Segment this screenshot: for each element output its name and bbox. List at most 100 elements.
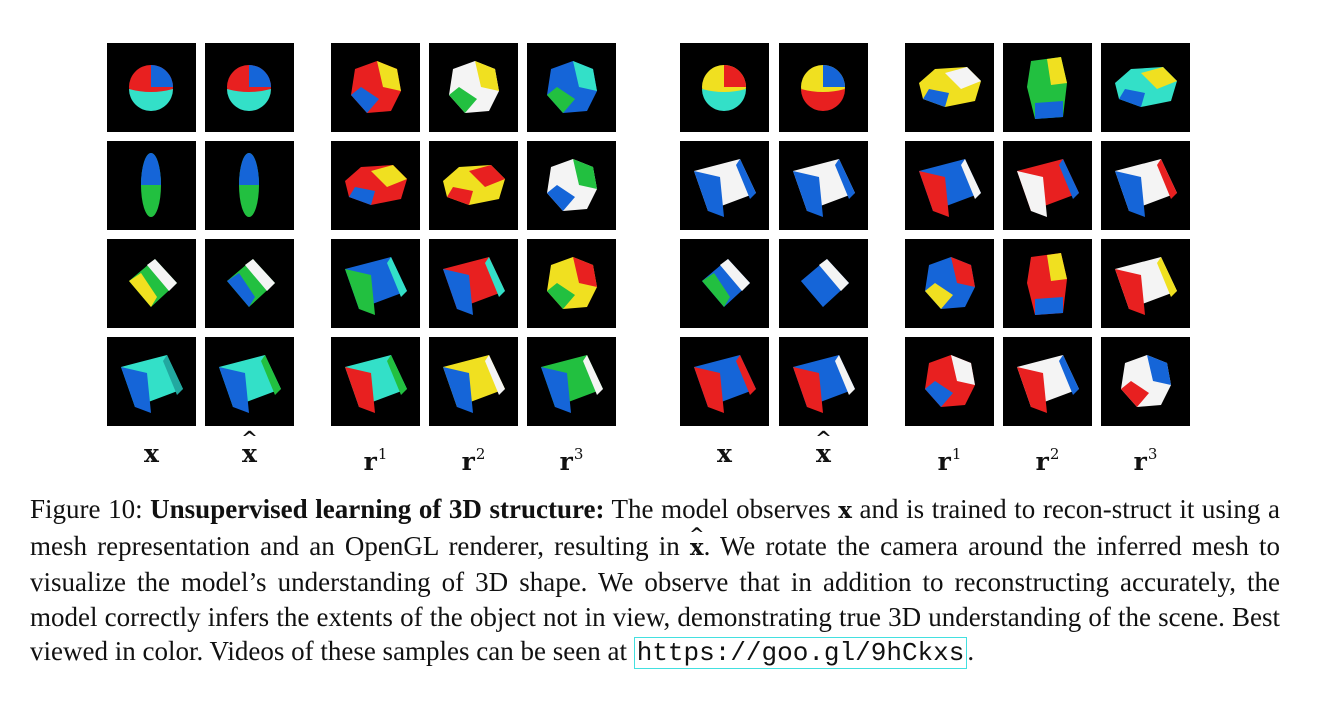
- cube-render-icon: [793, 355, 855, 413]
- column-label-symbol: x ^: [815, 426, 832, 468]
- column-label: x: [680, 440, 769, 468]
- cube-render-icon: [694, 159, 756, 217]
- wide-render-icon: [1115, 67, 1177, 107]
- blob-render-icon: [547, 61, 597, 113]
- cube-render-icon: [793, 159, 855, 217]
- render-tile: [905, 43, 994, 132]
- column-label: r3: [527, 440, 616, 476]
- caption-lead: Unsupervised learning of 3D structure:: [150, 494, 605, 524]
- render-tile: [331, 43, 420, 132]
- render-tile: [779, 43, 868, 132]
- render-tile: [107, 337, 196, 426]
- render-tile: [905, 337, 994, 426]
- render-tile: [680, 141, 769, 230]
- render-tile: [1003, 239, 1092, 328]
- column-label-superscript: 1: [951, 445, 962, 463]
- column-label-superscript: 2: [475, 445, 486, 463]
- render-tile: [1101, 141, 1190, 230]
- column-label-symbol: r: [937, 447, 951, 476]
- caption-math-xhat: x: [690, 531, 704, 566]
- render-tile: [205, 43, 294, 132]
- cube-render-icon: [1115, 159, 1177, 217]
- render-tile: [1003, 43, 1092, 132]
- ellipse-render-icon: [239, 153, 259, 217]
- render-tile: [331, 337, 420, 426]
- cylinder-render-icon: [801, 259, 849, 307]
- render-tile: [107, 43, 196, 132]
- cube-render-icon: [121, 355, 183, 413]
- wide-render-icon: [443, 165, 505, 205]
- column-label-symbol: x: [144, 439, 159, 468]
- sphere-render-icon: [129, 65, 173, 111]
- blob-render-icon: [547, 159, 597, 211]
- column-label-symbol: r: [1133, 447, 1147, 476]
- column-label: r1: [905, 440, 994, 476]
- column-label-symbol: r: [559, 447, 573, 476]
- render-tile: [527, 239, 616, 328]
- sphere-render-icon: [227, 65, 271, 111]
- cube-render-icon: [1115, 257, 1177, 315]
- column-label: r2: [429, 440, 518, 476]
- sphere-render-icon: [702, 65, 746, 111]
- render-tile: [905, 239, 994, 328]
- wide-render-icon: [919, 67, 981, 107]
- tall-render-icon: [1027, 57, 1067, 119]
- cube-render-icon: [1017, 159, 1079, 217]
- column-label-superscript: 3: [1147, 445, 1158, 463]
- figure-caption: Figure 10: Unsupervised learning of 3D s…: [30, 492, 1280, 671]
- render-tile: [527, 141, 616, 230]
- cube-render-icon: [219, 355, 281, 413]
- render-tile: [331, 239, 420, 328]
- column-label: r3: [1101, 440, 1190, 476]
- render-tile: [429, 337, 518, 426]
- render-tile: [680, 239, 769, 328]
- render-tile: [779, 239, 868, 328]
- column-label-symbol: r: [363, 447, 377, 476]
- blob-render-icon: [547, 257, 597, 309]
- render-tile: [779, 141, 868, 230]
- cylinder-render-icon: [702, 259, 750, 307]
- blob-render-icon: [351, 61, 401, 113]
- caption-text-4: .: [967, 636, 975, 666]
- cube-render-icon: [345, 257, 407, 315]
- render-tile: [331, 141, 420, 230]
- cube-render-icon: [694, 355, 756, 413]
- blob-render-icon: [1121, 355, 1171, 407]
- sphere-render-icon: [801, 65, 845, 111]
- caption-figure-number: Figure 10:: [30, 494, 151, 524]
- cube-render-icon: [1017, 355, 1079, 413]
- render-tile: [527, 43, 616, 132]
- render-tile: [1101, 239, 1190, 328]
- blob-render-icon: [449, 61, 499, 113]
- render-tile: [680, 337, 769, 426]
- column-label: x ^: [205, 426, 294, 468]
- ellipse-render-icon: [141, 153, 161, 217]
- column-label-symbol: r: [461, 447, 475, 476]
- column-label-superscript: 1: [377, 445, 388, 463]
- column-label-symbol: x ^: [241, 426, 258, 468]
- column-label-symbol: x: [717, 439, 732, 468]
- cylinder-render-icon: [227, 259, 275, 307]
- blob-render-icon: [925, 257, 975, 309]
- render-tile: [107, 141, 196, 230]
- column-label: r1: [331, 440, 420, 476]
- render-tile: [905, 141, 994, 230]
- render-tile: [205, 239, 294, 328]
- render-tile: [1003, 141, 1092, 230]
- render-tile: [1101, 43, 1190, 132]
- caption-video-link[interactable]: https://goo.gl/9hCkxs: [633, 637, 968, 669]
- render-tile: [429, 239, 518, 328]
- column-label-hat: ^: [815, 426, 832, 450]
- cube-render-icon: [443, 257, 505, 315]
- wide-render-icon: [345, 165, 407, 205]
- cube-render-icon: [443, 355, 505, 413]
- caption-text-3: . We rotate the camera around the inferr…: [30, 530, 1281, 667]
- column-label: r2: [1003, 440, 1092, 476]
- render-tile: [107, 239, 196, 328]
- render-tile: [429, 141, 518, 230]
- cylinder-render-icon: [129, 259, 177, 307]
- column-label-hat: ^: [241, 426, 258, 450]
- column-label: x ^: [779, 426, 868, 468]
- cube-render-icon: [919, 159, 981, 217]
- render-tile: [527, 337, 616, 426]
